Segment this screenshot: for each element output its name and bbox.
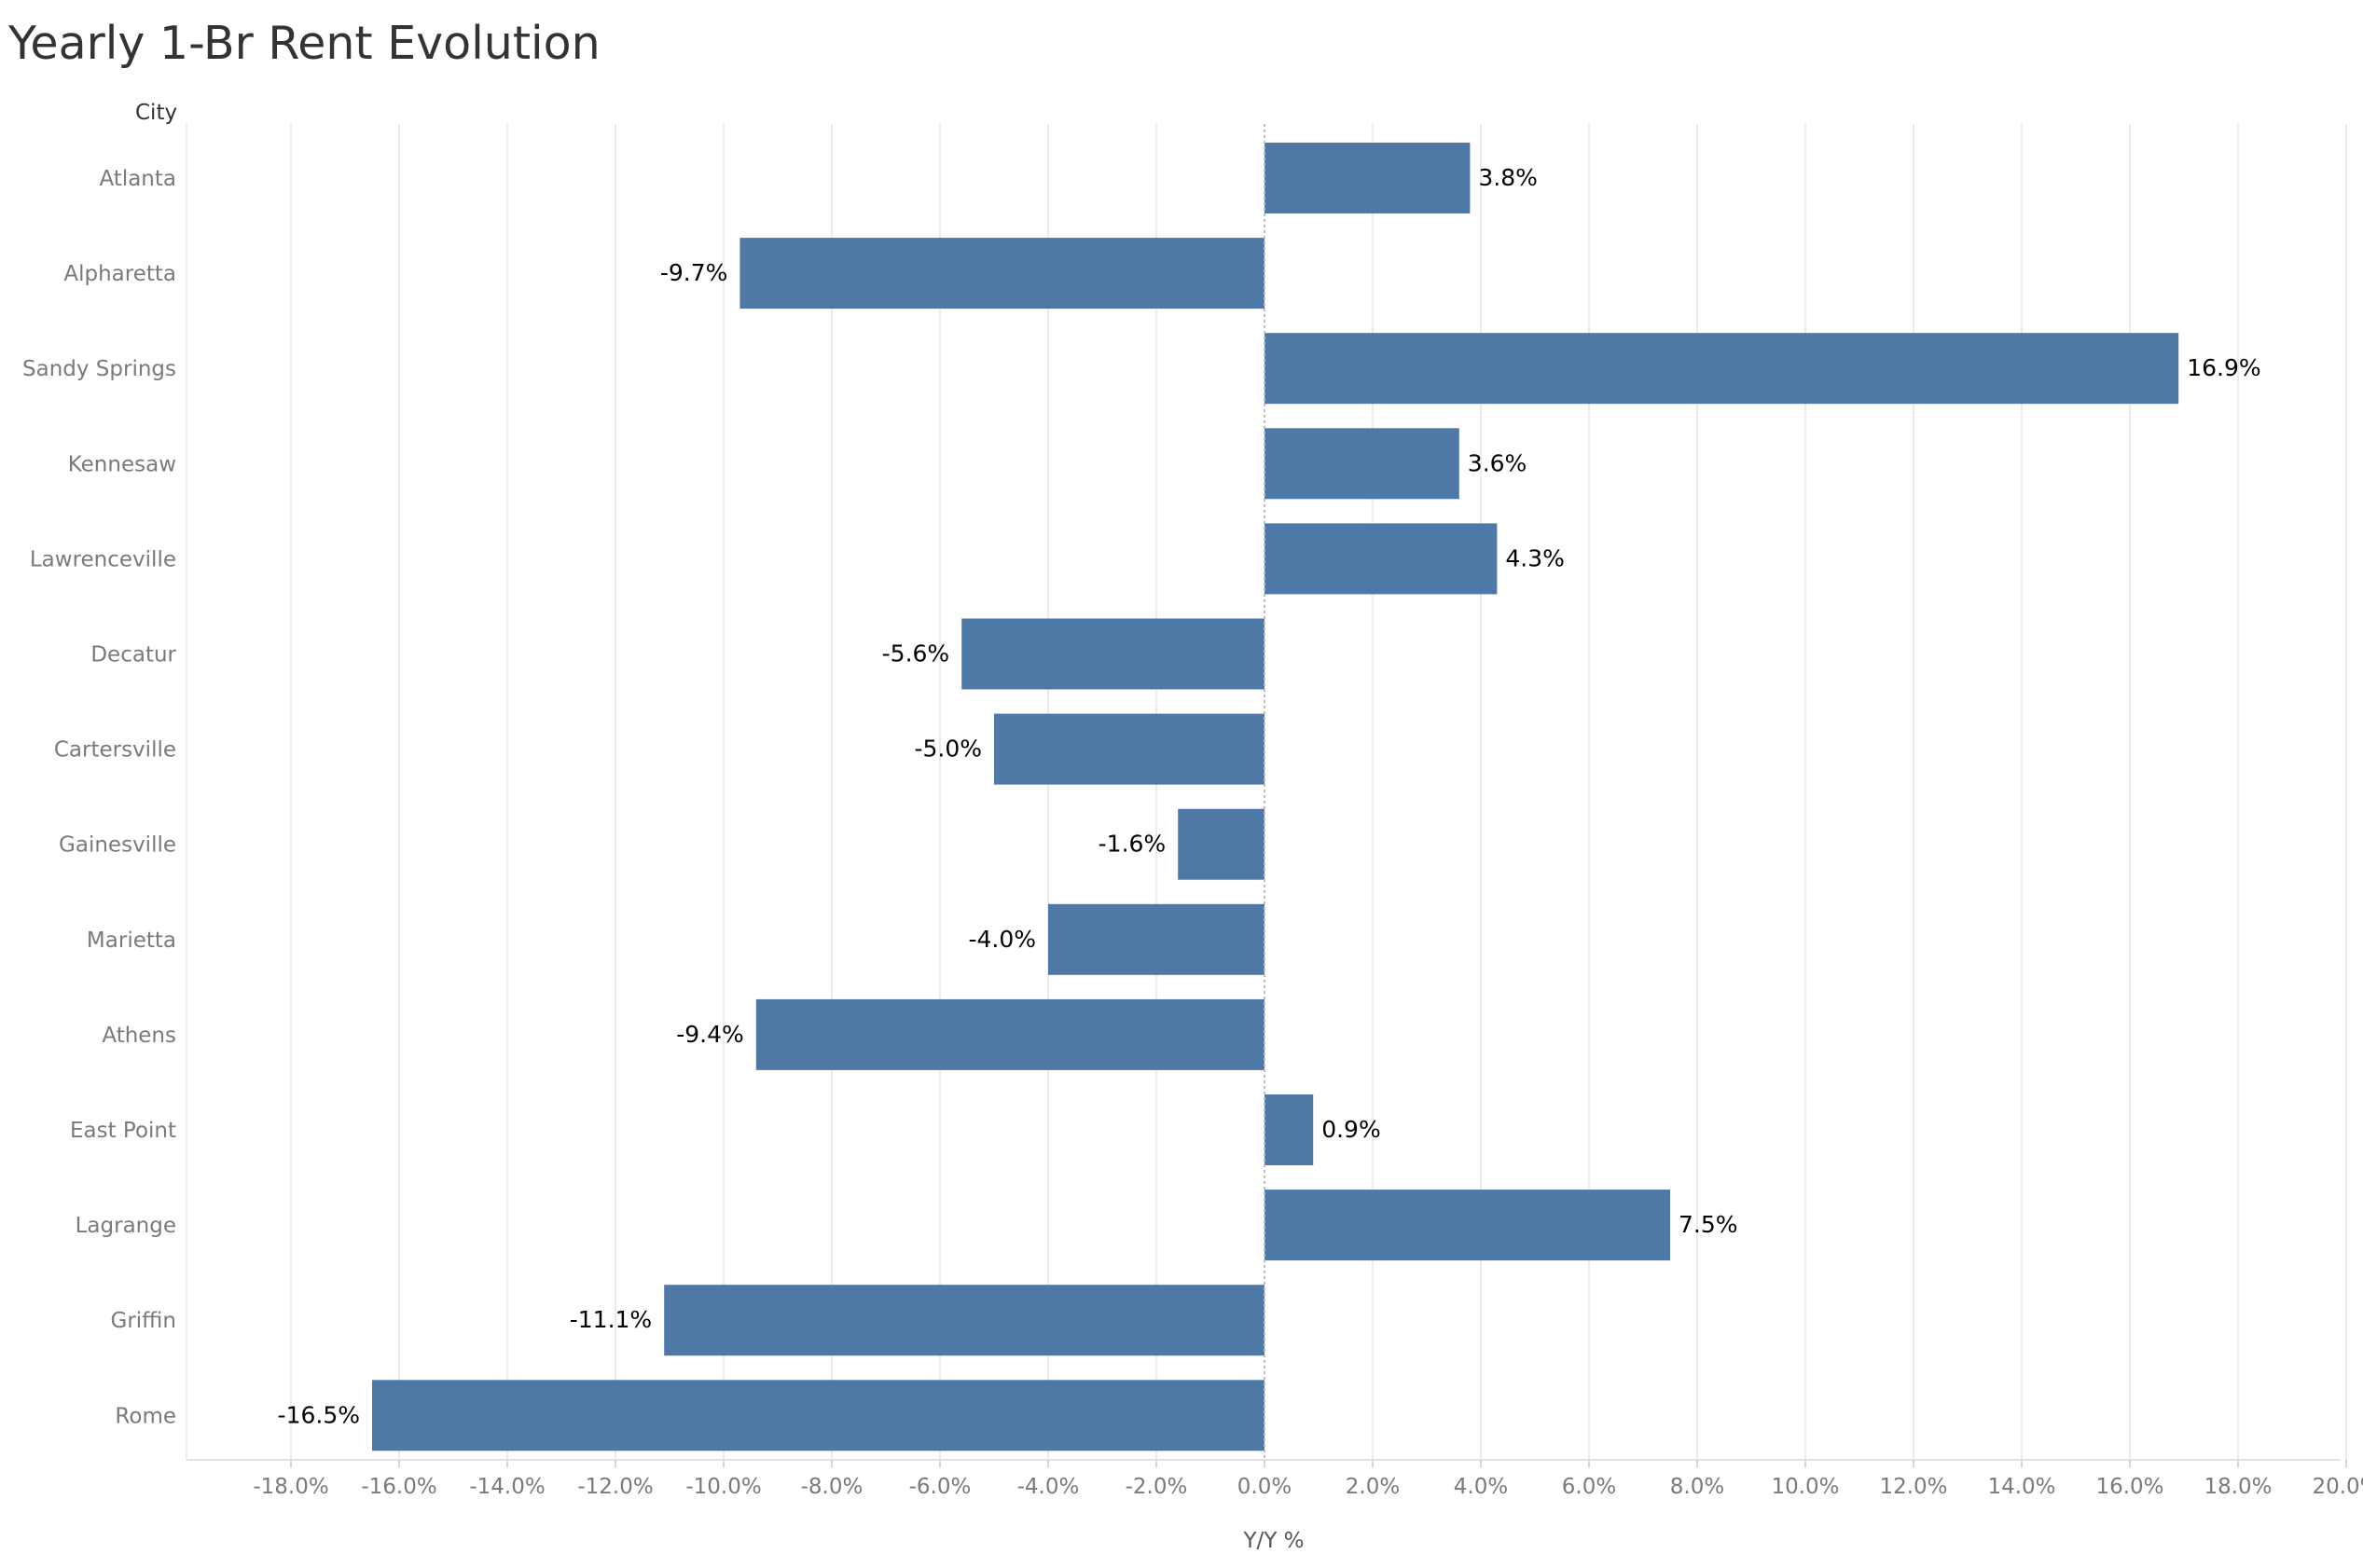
data-label: 4.3% — [1505, 544, 1565, 571]
x-tick-label: 8.0% — [1670, 1475, 1724, 1499]
category-label: Cartersville — [54, 738, 176, 763]
bar-rome — [372, 1380, 1264, 1451]
bar-griffin — [664, 1285, 1264, 1356]
data-label: -11.1% — [570, 1306, 652, 1333]
row-header: City — [135, 101, 177, 125]
bar-gainesville — [1178, 808, 1264, 880]
x-axis: -18.0% -16.0% -14.0% -12.0% -10.0% -8.0% -6.0%… — [187, 1459, 2363, 1499]
x-tick-label: -18.0% — [253, 1475, 328, 1499]
category-label: Lawrenceville — [30, 547, 176, 571]
data-label: 7.5% — [1679, 1211, 1738, 1238]
category-label: Gainesville — [59, 833, 176, 858]
x-tick-label: -16.0% — [361, 1475, 436, 1499]
data-label: -9.4% — [676, 1021, 744, 1048]
data-label: -5.0% — [914, 736, 982, 763]
bar-cartersville — [994, 713, 1264, 785]
bar-lagrange — [1264, 1190, 1670, 1261]
category-label: Rome — [115, 1404, 176, 1428]
data-label: 0.9% — [1321, 1116, 1381, 1143]
x-tick-label: -14.0% — [469, 1475, 545, 1499]
bar-kennesaw — [1264, 428, 1459, 500]
bar-atlanta — [1264, 143, 1471, 213]
bar-alpharetta — [739, 238, 1264, 309]
data-label: 3.8% — [1478, 164, 1538, 191]
x-tick-label: -6.0% — [909, 1475, 972, 1499]
bar-decatur — [961, 618, 1264, 690]
bar-athens — [755, 998, 1264, 1070]
category-label: East Point — [70, 1119, 176, 1143]
category-label: Athens — [102, 1024, 176, 1048]
x-tick-label: 2.0% — [1346, 1475, 1400, 1499]
x-tick-label: 12.0% — [1879, 1475, 1947, 1499]
category-label: Atlanta — [99, 167, 176, 191]
category-label: Alpharetta — [63, 262, 176, 286]
category-label: Sandy Springs — [22, 357, 176, 381]
bar-marietta — [1048, 903, 1264, 975]
bar-sandy-springs — [1264, 333, 2179, 405]
bar-east-point — [1264, 1094, 1314, 1165]
x-tick-label: -2.0% — [1126, 1475, 1188, 1499]
x-tick-label: 0.0% — [1237, 1475, 1292, 1499]
x-tick-label: 6.0% — [1562, 1475, 1616, 1499]
labels: Atlanta 3.8% Alpharetta -9.7% Sandy Springs 1… — [22, 164, 2261, 1428]
data-label: 16.9% — [2187, 354, 2260, 381]
x-tick-label: -8.0% — [801, 1475, 864, 1499]
data-label: -16.5% — [278, 1401, 360, 1428]
x-axis-title: Y/Y % — [1242, 1529, 1304, 1553]
category-label: Kennesaw — [68, 452, 176, 476]
bars — [372, 143, 2179, 1451]
x-tick-label: -4.0% — [1017, 1475, 1080, 1499]
x-tick-label: 18.0% — [2204, 1475, 2272, 1499]
data-label: -5.6% — [882, 640, 950, 667]
x-tick-label: -12.0% — [577, 1475, 653, 1499]
bar-lawrenceville — [1264, 523, 1498, 595]
chart-title: Yearly 1-Br Rent Evolution — [8, 17, 601, 70]
x-tick-label: 14.0% — [1987, 1475, 2055, 1499]
x-tick-label: 20.0% — [2312, 1475, 2363, 1499]
category-label: Lagrange — [76, 1214, 176, 1238]
category-label: Griffin — [111, 1309, 176, 1333]
x-tick-label: -10.0% — [685, 1475, 761, 1499]
data-label: -4.0% — [968, 926, 1036, 953]
data-label: -1.6% — [1099, 831, 1167, 858]
data-label: 3.6% — [1468, 449, 1527, 476]
data-label: -9.7% — [660, 259, 728, 286]
category-label: Marietta — [87, 928, 176, 953]
x-tick-label: 4.0% — [1454, 1475, 1508, 1499]
x-tick-label: 10.0% — [1771, 1475, 1839, 1499]
category-label: Decatur — [90, 643, 176, 667]
x-tick-label: 16.0% — [2095, 1475, 2163, 1499]
